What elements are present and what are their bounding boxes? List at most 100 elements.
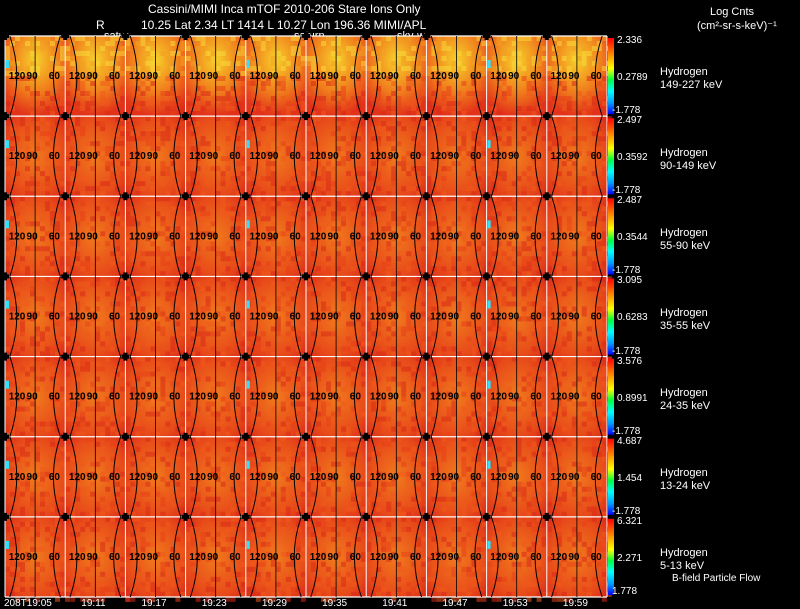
heatmap-pixel xyxy=(591,476,597,482)
heatmap-pixel xyxy=(70,581,76,587)
heatmap-pixel xyxy=(45,526,50,532)
heatmap-pixel xyxy=(195,491,201,497)
heatmap-pixel xyxy=(546,436,552,442)
heatmap-pixel xyxy=(145,216,151,222)
heatmap-pixel xyxy=(50,261,55,267)
heatmap-pixel xyxy=(381,231,387,237)
heatmap-pixel xyxy=(300,226,306,232)
heatmap-pixel xyxy=(220,206,226,212)
heatmap-pixel xyxy=(50,376,55,382)
heatmap-pixel xyxy=(591,101,597,106)
heatmap-pixel xyxy=(416,496,422,502)
heatmap-pixel xyxy=(135,401,141,407)
heatmap-pixel xyxy=(135,291,141,297)
heatmap-pixel xyxy=(486,261,492,267)
heatmap-pixel xyxy=(230,511,236,517)
heatmap-pixel xyxy=(195,496,201,502)
heatmap-pixel xyxy=(321,401,326,407)
heatmap-pixel xyxy=(5,441,10,447)
heatmap-pixel xyxy=(105,281,111,287)
heatmap-pixel xyxy=(115,481,121,487)
heatmap-pixel xyxy=(145,356,151,362)
heatmap-pixel xyxy=(366,456,372,462)
heatmap-pixel xyxy=(581,421,587,427)
heatmap-pixel xyxy=(376,296,382,302)
heatmap-pixel xyxy=(225,401,231,407)
heatmap-pixel xyxy=(85,206,91,212)
heatmap-pixel xyxy=(145,516,151,522)
heatmap-pixel xyxy=(285,286,291,292)
heatmap-pixel xyxy=(526,381,532,387)
heatmap-pixel xyxy=(70,356,76,362)
heatmap-pixel xyxy=(351,286,356,292)
heatmap-pixel xyxy=(356,131,361,137)
heatmap-pixel xyxy=(255,471,261,477)
heatmap-pixel xyxy=(65,236,71,242)
heatmap-pixel xyxy=(85,511,91,517)
heatmap-pixel xyxy=(5,566,10,572)
heatmap-pixel xyxy=(506,211,512,217)
heatmap-pixel xyxy=(205,456,211,462)
heatmap-pixel xyxy=(45,211,50,217)
heatmap-pixel xyxy=(406,286,412,292)
heatmap-pixel xyxy=(55,436,60,442)
heatmap-pixel xyxy=(255,261,261,267)
heatmap-pixel xyxy=(195,121,201,127)
heatmap-pixel xyxy=(576,281,582,287)
heatmap-pixel xyxy=(346,171,351,177)
heatmap-pixel xyxy=(481,376,487,382)
heatmap-pixel xyxy=(225,241,231,247)
heatmap-pixel xyxy=(546,236,552,242)
heatmap-pixel xyxy=(451,486,457,492)
heatmap-pixel xyxy=(381,406,387,412)
heatmap-pixel xyxy=(40,246,45,252)
heatmap-pixel xyxy=(496,261,502,267)
heatmap-pixel xyxy=(140,181,146,187)
heatmap-pixel xyxy=(336,361,341,367)
heatmap-pixel xyxy=(351,311,356,317)
heatmap-pixel xyxy=(190,416,196,422)
heatmap-pixel xyxy=(85,261,91,267)
heatmap-pixel xyxy=(326,256,331,262)
heatmap-pixel xyxy=(30,111,35,116)
heatmap-pixel xyxy=(55,146,60,152)
heatmap-pixel xyxy=(260,156,266,162)
heatmap-pixel xyxy=(516,51,522,56)
heatmap-pixel xyxy=(411,456,417,462)
heatmap-pixel xyxy=(255,231,261,237)
heatmap-pixel xyxy=(120,321,126,327)
heatmap-pixel xyxy=(481,361,487,367)
heatmap-pixel xyxy=(501,211,507,217)
heatmap-pixel xyxy=(581,51,587,56)
heatmap-pixel xyxy=(531,351,537,357)
heatmap-pixel xyxy=(210,96,216,101)
heatmap-pixel xyxy=(501,421,507,427)
heatmap-pixel xyxy=(215,381,221,387)
heatmap-pixel xyxy=(391,216,397,222)
heatmap-pixel xyxy=(50,581,55,587)
heatmap-pixel xyxy=(451,256,457,262)
heatmap-pixel xyxy=(446,346,452,352)
heatmap-pixel xyxy=(401,326,407,332)
heatmap-pixel xyxy=(220,266,226,272)
heatmap-pixel xyxy=(80,291,86,297)
heatmap-pixel xyxy=(491,406,497,412)
heatmap-pixel xyxy=(456,381,462,387)
heatmap-pixel xyxy=(431,46,437,51)
heatmap-pixel xyxy=(476,431,482,437)
heatmap-pixel xyxy=(306,91,311,96)
heatmap-pixel xyxy=(396,51,402,56)
heatmap-pixel xyxy=(501,36,507,41)
heatmap-pixel xyxy=(260,446,266,452)
heatmap-pixel xyxy=(10,431,15,437)
heatmap-pixel xyxy=(110,41,116,46)
heatmap-pixel xyxy=(521,216,527,222)
heatmap-pixel xyxy=(426,426,432,432)
heatmap-pixel xyxy=(140,406,146,412)
heatmap-pixel xyxy=(170,551,176,557)
heatmap-pixel xyxy=(260,41,266,46)
heatmap-pixel xyxy=(215,476,221,482)
heatmap-pixel xyxy=(431,171,437,177)
heatmap-pixel xyxy=(195,326,201,332)
heatmap-pixel xyxy=(95,296,101,302)
